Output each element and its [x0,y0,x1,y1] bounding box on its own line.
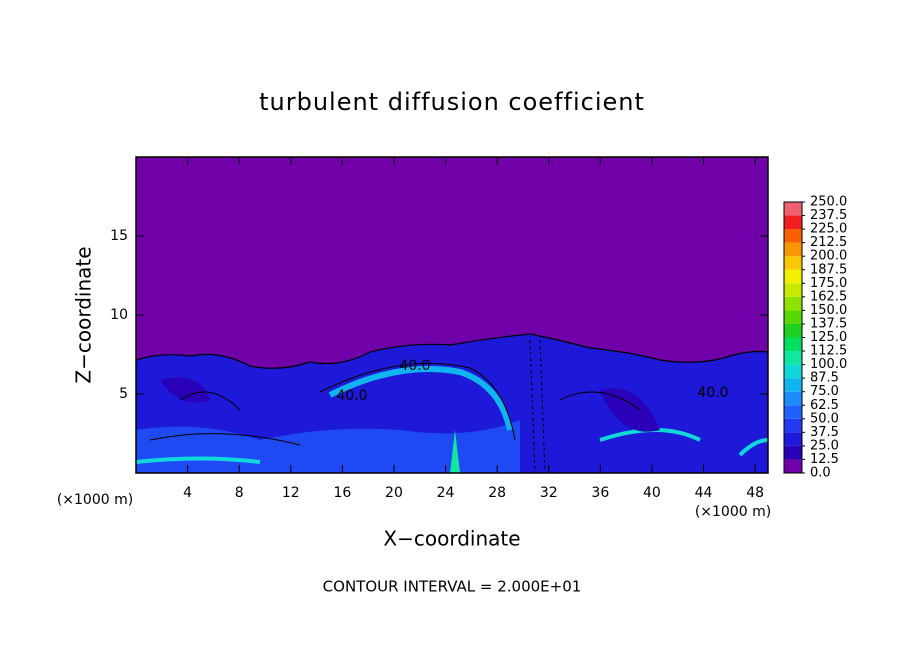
colorbar-label: 62.5 [810,398,839,413]
colorbar-band [784,242,802,257]
colorbar-band [784,364,802,379]
contour-label: 40.0 [336,388,367,404]
colorbar-label: 12.5 [810,452,839,467]
x-tick-label: 8 [235,485,244,501]
colorbar-label: 137.5 [810,316,847,331]
contour-label: 40.0 [697,385,728,401]
x-tick-label: 12 [282,485,300,501]
colorbar-label: 187.5 [810,262,847,277]
colorbar-band [784,391,802,406]
colorbar-band [784,418,802,433]
x-unit: (×1000 m) [57,492,133,508]
colorbar-band [784,378,802,392]
colorbar-label: 125.0 [810,330,847,345]
x-tick-label: 40 [643,485,661,501]
contour-field: 40.0 40.0 40.0 [135,157,769,474]
x-tick-label: 20 [385,485,403,501]
footer: CONTOUR INTERVAL = 2.000E+01 [323,578,582,596]
x-tick-label: 16 [333,485,351,501]
x-tick-label: 44 [695,485,713,501]
streak [450,430,460,473]
contour-label: 40.0 [399,358,430,374]
colorbar-band [784,337,802,352]
contour-line [529,339,546,474]
colorbar-band [784,229,802,243]
contour-line [135,333,769,369]
x-axis-title: X−coordinate [383,527,520,551]
y-tick-label: 15 [110,228,128,244]
colorbar-label: 212.5 [810,235,847,250]
colorbar-band [784,445,802,460]
colorbar-label: 37.5 [810,425,839,440]
y-axis-title: Z−coordinate [72,246,96,383]
y-tick-label: 10 [110,307,128,323]
x-tick-label: 4 [183,485,192,501]
x-tick-label: 48 [746,485,764,501]
colorbar-label: 237.5 [810,208,847,223]
x-tick-label: 32 [540,485,558,501]
colorbar-band [784,215,802,230]
colorbar-label: 87.5 [810,371,839,386]
colorbar-label: 25.0 [810,438,839,453]
colorbar-band [784,323,802,338]
colorbar-band [784,310,802,324]
colorbar-label: 225.0 [810,222,847,237]
colorbar-band [784,269,802,284]
contour-line [149,362,641,446]
colorbar-label: 50.0 [810,411,839,426]
colorbar-band [784,283,802,297]
colorbar-label: 0.0 [810,466,831,481]
streak [328,365,513,431]
colorbar-label: 162.5 [810,289,847,304]
x-tick-label: 28 [488,485,506,501]
colorbar-band [784,351,802,365]
x-tick-label: 24 [437,485,455,501]
colorbar-label: 75.0 [810,384,839,399]
colorbar-label: 100.0 [810,357,847,372]
colorbar-label: 112.5 [810,344,847,359]
colorbar-label: 250.0 [810,195,847,210]
x-unit: (×1000 m) [695,504,771,520]
colorbar-label: 175.0 [810,276,847,291]
colorbar-label: 150.0 [810,303,847,318]
colorbar-band [784,405,802,419]
colorbar-band [784,459,802,473]
y-tick-label: 5 [119,386,128,402]
colorbar-band [784,296,802,311]
colorbar-band [784,202,802,216]
x-tick-label: 36 [591,485,609,501]
colorbar-band [784,432,802,446]
colorbar-band [784,256,802,270]
chart-title: turbulent diffusion coefficient [259,88,645,116]
colorbar-label: 200.0 [810,249,847,264]
